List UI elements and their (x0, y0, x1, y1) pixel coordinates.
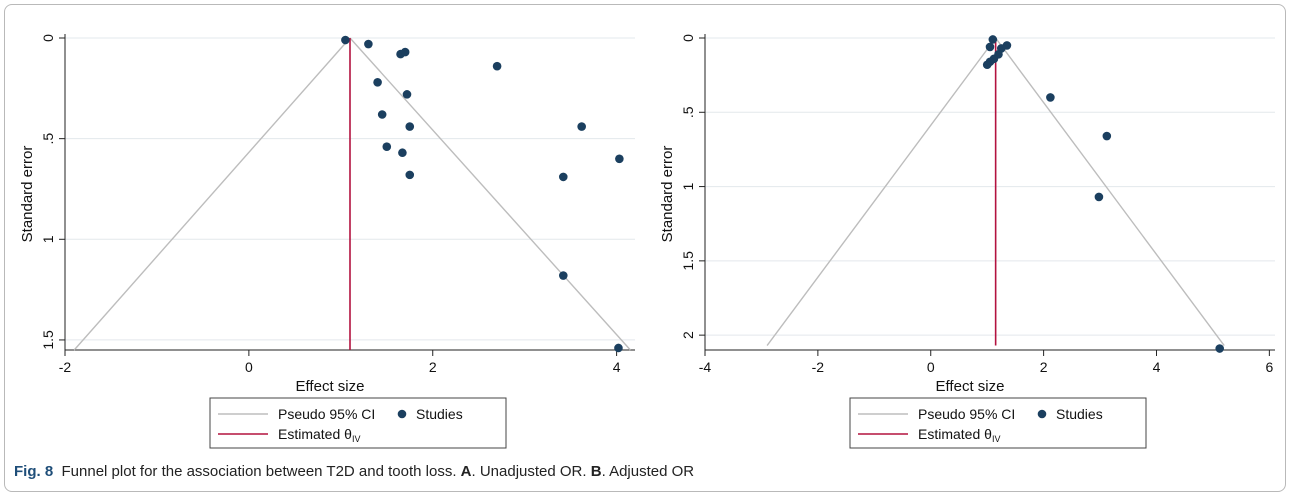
caption-panel-a-label: A (460, 463, 472, 480)
chart-b-x-axis-title: Effect size (936, 378, 1005, 395)
chart-a-xtick-label-2: 2 (429, 359, 437, 375)
chart-a-study-point-13 (405, 170, 415, 180)
funnel-plot-b: 0 .5 1 1.5 2 -4 -2 0 2 4 6 Effect size Standard erro… (659, 34, 1275, 449)
chart-a-y-axis-title: Standard error (19, 146, 36, 243)
figure-label: Fig. 8 (14, 463, 54, 480)
funnel-plot-a: 0 .5 1 1.5-2 0 2 4 Effect size Standard error Pse… (19, 34, 635, 449)
chart-a-study-point-10 (382, 142, 392, 151)
caption-text-3: . Adjusted OR (601, 463, 695, 480)
chart-b-ytick-label-1: .5 (680, 106, 696, 118)
chart-a-legend-estimate-subscript: IV (352, 434, 361, 444)
chart-a-ytick-label-1: .5 (40, 133, 56, 145)
chart-b-study-point-10 (1094, 192, 1104, 202)
chart-a-ytick-label-2: 1 (40, 235, 56, 243)
chart-a-xtick-label-3: 4 (613, 359, 621, 375)
chart-b-study-point-9 (1102, 131, 1112, 141)
chart-b-legend-box (849, 397, 1147, 449)
chart-b-ytick-label-2: 1 (680, 182, 696, 190)
figure-caption: Fig. 8 Funnel plot for the association b… (14, 463, 694, 480)
chart-b-xtick-label-2: 0 (927, 359, 935, 375)
chart-a-study-point-7 (377, 110, 387, 119)
chart-a-ci-left-line (73, 37, 351, 351)
chart-a-study-point-8 (405, 122, 415, 131)
chart-a-xtick-label-1: 0 (245, 359, 253, 375)
chart-b-xtick-label-0: -4 (699, 359, 712, 375)
chart-a-study-point-5 (373, 77, 382, 87)
chart-a-legend-estimate-label: Estimated θIV (278, 426, 360, 444)
caption-panel-b-label: B (590, 463, 602, 480)
chart-b-legend-estimate-subscript: IV (992, 434, 1001, 444)
chart-b-legend-ci-label: Pseudo 95% CI (918, 406, 1015, 422)
caption-text: Funnel plot for the association between … (61, 463, 461, 480)
chart-b-study-point-8 (1046, 93, 1055, 102)
chart-b-xtick-label-1: -2 (812, 359, 825, 375)
chart-a-ci-right-line (349, 37, 631, 351)
chart-a-study-point-3 (400, 47, 410, 57)
chart-b-ytick-label-3: 1.5 (680, 251, 696, 271)
caption-text-2: . Unadjusted OR. (471, 463, 591, 480)
chart-b-study-point-3 (985, 42, 995, 52)
chart-b-study-point-7 (982, 60, 992, 70)
chart-b-legend-studies-swatch (1037, 409, 1047, 419)
chart-a-study-point-9 (577, 122, 586, 131)
chart-a-study-point-6 (402, 90, 412, 99)
chart-a-legend-ci-label: Pseudo 95% CI (278, 406, 375, 422)
chart-b-xtick-label-5: 6 (1265, 359, 1273, 375)
chart-a-study-point-1 (364, 39, 373, 49)
chart-a-study-point-16 (614, 343, 623, 353)
chart-a-xtick-label-0: -2 (59, 359, 72, 375)
chart-b-xtick-label-4: 4 (1153, 359, 1161, 375)
chart-b-ytick-label-4: 2 (680, 331, 696, 339)
chart-a-study-point-12 (615, 154, 624, 164)
chart-a-ytick-label-3: 1.5 (40, 330, 56, 350)
figure-frame (4, 4, 1286, 492)
chart-a-study-point-11 (398, 148, 407, 158)
chart-b-xtick-label-3: 2 (1040, 359, 1048, 375)
chart-a-study-point-0 (341, 35, 350, 45)
chart-b-y-axis-title: Standard error (659, 146, 676, 243)
chart-a-ytick-label-0: 0 (40, 34, 56, 42)
chart-b-study-point-0 (988, 35, 998, 44)
chart-a-legend-studies-swatch (397, 409, 407, 419)
chart-a-study-point-15 (558, 271, 568, 280)
chart-b-ci-left-line (766, 37, 997, 346)
chart-b-legend-studies-label: Studies (1056, 406, 1103, 422)
chart-a-study-point-4 (492, 61, 502, 71)
chart-b-study-point-11 (1215, 344, 1224, 353)
chart-a-study-point-14 (558, 172, 568, 182)
chart-b-ci-right-line (995, 37, 1225, 346)
chart-b-legend-estimate-label: Estimated θIV (918, 426, 1000, 444)
chart-b-ytick-label-0: 0 (680, 34, 696, 42)
chart-a-x-axis-title: Effect size (296, 378, 365, 395)
chart-a-legend-studies-label: Studies (416, 406, 463, 422)
chart-a-legend-box (209, 397, 507, 449)
